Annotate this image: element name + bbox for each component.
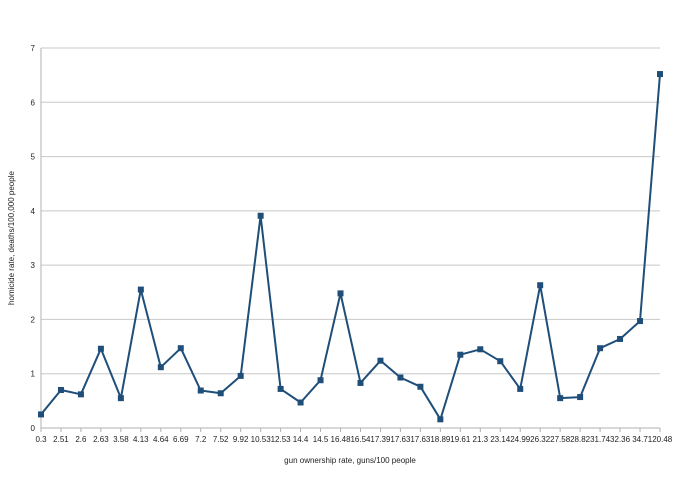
x-tick-label: 23.14 [490,435,511,444]
x-tick-label: 4.13 [133,435,149,444]
data-point-marker [437,416,444,423]
x-tick-label: 28.82 [570,435,591,444]
x-tick-label: 120.48 [648,435,673,444]
data-point-marker [577,394,584,401]
x-tick-labels: 0.3 2.51 2.6 2.63 3.58 4.13 4.64 6.69 7.2 7.52 9.9… [35,435,672,444]
data-point-marker [417,383,424,390]
x-tick-label: 17.63 [390,435,411,444]
data-point-marker [57,387,64,393]
data-point-marker [477,346,484,353]
x-tick-label: 24.99 [510,435,531,444]
x-tick-label: 7.2 [195,435,207,444]
x-tick-label: 4.64 [153,435,169,444]
x-tick-label: 3.58 [113,435,129,444]
y-tick-label-6: 6 [31,98,36,107]
x-tick-label: 34.7 [632,435,648,444]
data-point-marker [377,357,384,364]
x-axis-title: gun ownership rate, guns/100 people [284,456,416,465]
series-line-layer [40,74,661,421]
y-tick-label-2: 2 [31,315,36,324]
data-point-marker [177,345,184,352]
axes [40,48,661,432]
data-point-marker [637,318,644,325]
x-tick-label: 12.53 [271,435,292,444]
x-tick-label: 2.6 [75,435,87,444]
data-point-marker [357,379,364,386]
data-point-marker [297,399,304,406]
x-tick-label: 14.4 [293,435,309,444]
y-tick-label-5: 5 [31,153,36,162]
data-point-marker [197,387,204,394]
x-tick-label: 9.92 [233,435,249,444]
y-tick-label-1: 1 [31,370,36,379]
data-point-marker [257,212,264,219]
y-axis-title: homicide rate, deaths/100,000 people [7,171,16,305]
x-tick-label: 16.54 [350,435,371,444]
data-point-marker [77,391,84,398]
data-point-marker [237,372,244,379]
data-point-marker [117,395,124,402]
x-tick-label: 19.61 [450,435,471,444]
x-tick-label: 14.5 [313,435,329,444]
x-tick-label: 10.53 [251,435,272,444]
x-tick-label: 31.74 [590,435,611,444]
data-point-marker [597,345,604,352]
x-tick-label: 21.3 [473,435,489,444]
x-tick-label: 18.89 [430,435,451,444]
x-tick-label: 6.69 [173,435,189,444]
data-point-marker [397,374,404,381]
y-tick-label-7: 7 [31,44,36,53]
x-tick-label: 26.32 [530,435,551,444]
y-tick-label-3: 3 [31,261,36,270]
data-point-marker [157,364,164,371]
data-markers [38,71,663,423]
x-tick-label: 27.58 [550,435,571,444]
data-point-marker [537,282,544,289]
x-tick-label: 2.63 [93,435,109,444]
x-tick-label: 2.51 [53,435,69,444]
data-point-marker [557,395,564,402]
data-point-marker [657,71,663,78]
data-point-marker [38,411,44,418]
y-tick-label-0: 0 [31,424,36,433]
y-tick-label-4: 4 [31,207,36,216]
data-point-marker [97,345,104,352]
data-point-marker [277,385,284,392]
series-line [40,74,661,421]
x-tick-label: 17.39 [370,435,391,444]
x-tick-label: 7.52 [213,435,229,444]
x-tick-label: 0.3 [35,435,47,444]
x-tick-label: 32.36 [610,435,631,444]
data-point-marker [137,286,144,293]
data-point-marker [317,377,324,384]
data-point-marker [517,385,524,392]
data-point-marker [217,390,224,397]
x-tick-label: 16.48 [331,435,352,444]
y-tick-labels: 0 1 2 3 4 5 6 7 [31,44,36,433]
gridlines [41,47,660,429]
x-tick-label: 17.63 [410,435,431,444]
data-point-marker [337,290,344,297]
data-point-marker [617,335,624,342]
data-point-marker [457,351,464,358]
data-point-marker [497,358,504,365]
